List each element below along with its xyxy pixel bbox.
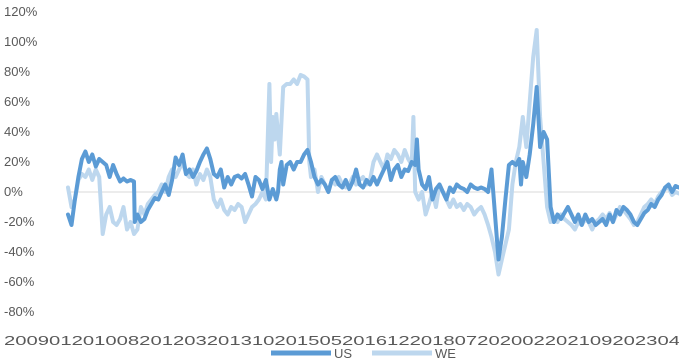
x-tick-label: 200901 xyxy=(4,333,72,348)
x-tick-label: 201203 xyxy=(139,333,207,348)
x-axis: 200901 201008 201203 201310 201505 201612 2018… xyxy=(4,333,679,348)
y-tick-label: -60% xyxy=(4,274,35,289)
x-tick-label: 201505 xyxy=(274,333,342,348)
y-axis: -80% -60% -40% -20% 0% 20% 40% 60% 80% 100% 120% xyxy=(4,4,38,319)
y-tick-label: 20% xyxy=(4,154,30,169)
y-tick-label: 80% xyxy=(4,64,30,79)
x-tick-label: 202304 xyxy=(612,333,679,348)
y-tick-label: 120% xyxy=(4,4,38,19)
x-tick-label: 201612 xyxy=(342,333,410,348)
y-tick-label: -20% xyxy=(4,214,35,229)
y-tick-label: 0% xyxy=(4,184,23,199)
y-tick-label: -80% xyxy=(4,304,35,319)
x-tick-label: 201008 xyxy=(72,333,140,348)
x-tick-labels: 200901 201008 201203 201310 201505 201612 2018… xyxy=(4,333,679,348)
series-line-us xyxy=(66,85,679,262)
x-tick-label: 202109 xyxy=(545,333,613,348)
x-tick-label: 201807 xyxy=(410,333,478,348)
y-tick-label: 100% xyxy=(4,34,38,49)
y-tick-label: 40% xyxy=(4,124,30,139)
legend-label-us: US xyxy=(334,346,352,361)
legend: US WE xyxy=(271,346,456,361)
y-tick-label: 60% xyxy=(4,94,30,109)
x-tick-label: 201310 xyxy=(207,333,275,348)
y-tick-label: -40% xyxy=(4,244,35,259)
series-line-we xyxy=(66,28,679,277)
series-layer xyxy=(66,28,679,277)
x-tick-label: 202002 xyxy=(477,333,545,348)
legend-label-we: WE xyxy=(435,346,456,361)
